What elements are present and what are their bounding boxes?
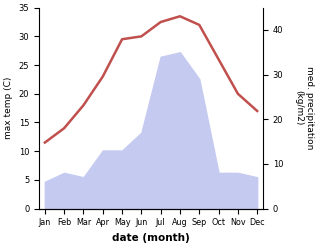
Y-axis label: max temp (C): max temp (C) [4,77,13,139]
X-axis label: date (month): date (month) [112,233,190,243]
Y-axis label: med. precipitation
(kg/m2): med. precipitation (kg/m2) [294,66,314,150]
